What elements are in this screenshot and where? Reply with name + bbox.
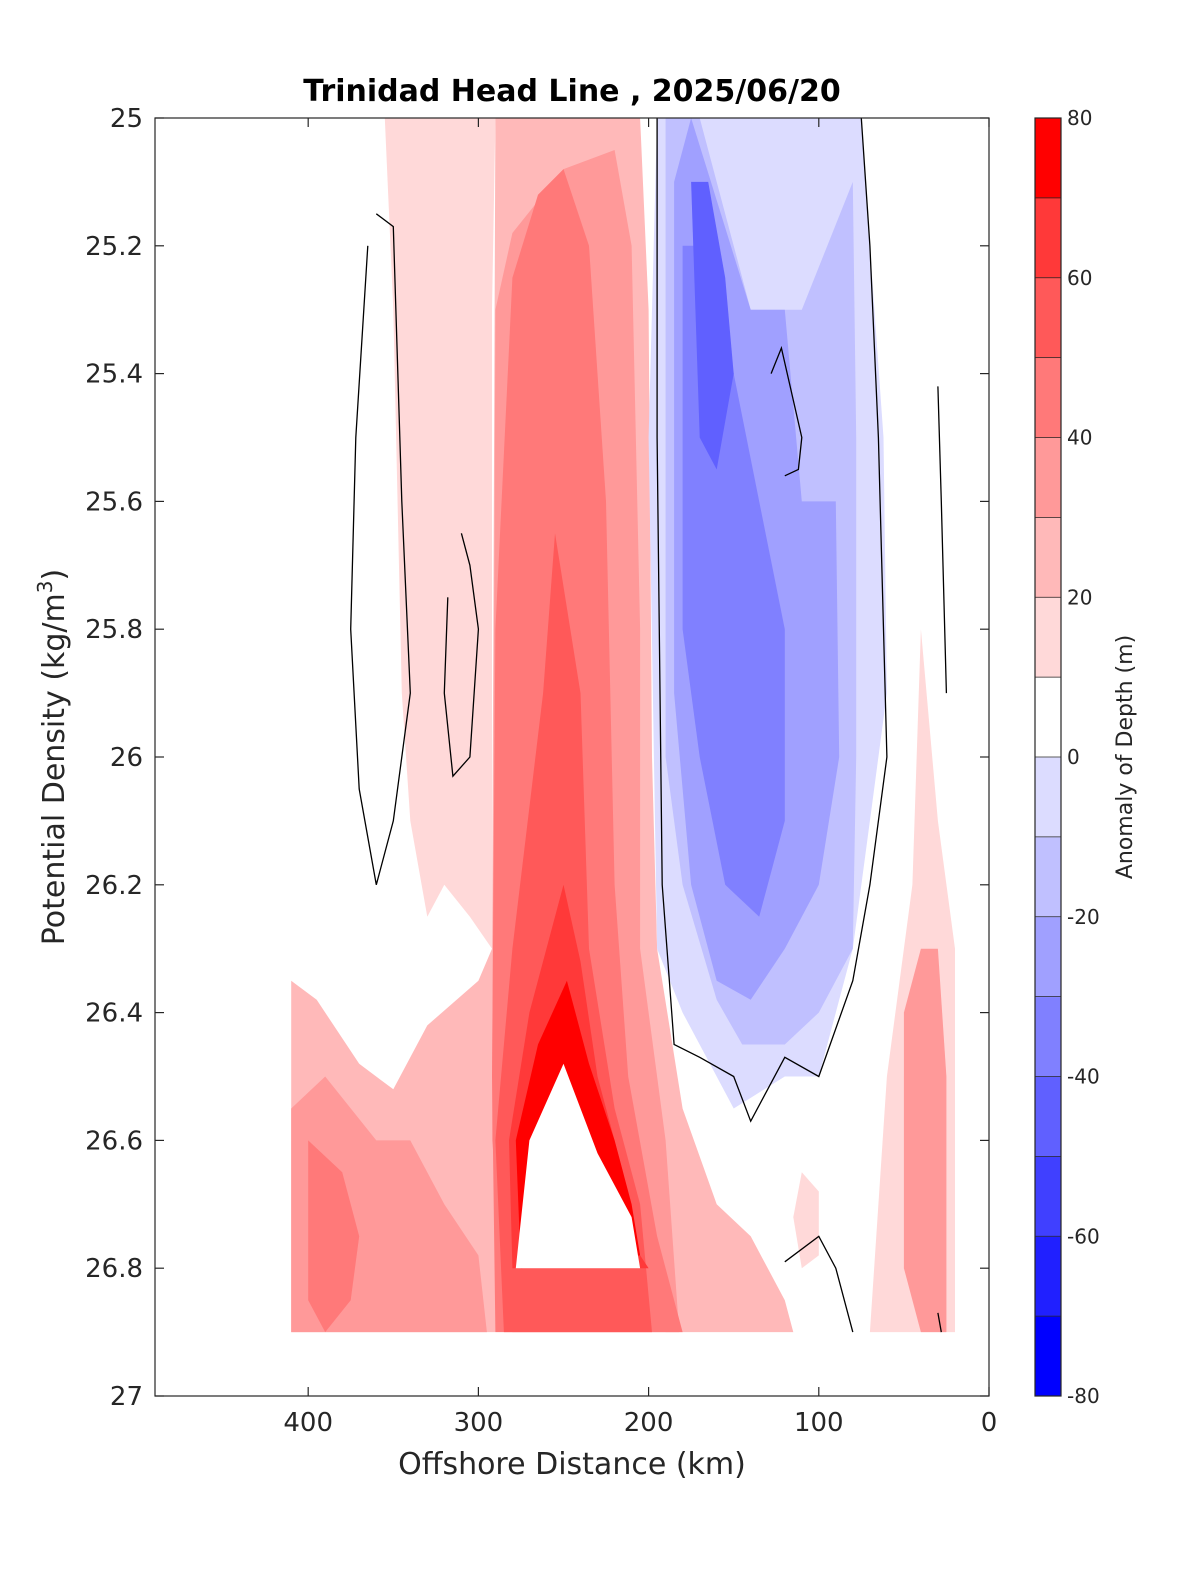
y-axis-label-close: )	[37, 569, 72, 581]
colorbar-tick-label: -40	[1067, 1065, 1100, 1089]
x-tick-label: 200	[624, 1408, 674, 1438]
colorbar-tick-label: -80	[1067, 1384, 1100, 1408]
colorbar-frame	[1034, 117, 1062, 1397]
colorbar-segment	[1035, 597, 1061, 678]
colorbar-tick-label: -60	[1067, 1224, 1100, 1248]
zero-contour-line-3	[770, 345, 803, 477]
y-axis-label-superscript: 3	[33, 580, 57, 593]
contour-region-cold-50	[691, 181, 734, 470]
y-tick-label: 25.8	[85, 615, 143, 645]
zero-contour-line-1	[443, 533, 480, 778]
colorbar-segment	[1035, 836, 1061, 918]
y-tick-label: 26.2	[85, 871, 143, 901]
colorbar-segment	[1035, 517, 1061, 598]
colorbar-segment	[1035, 118, 1061, 199]
colorbar-tick-label: 40	[1067, 426, 1092, 450]
x-tick-label: 100	[794, 1408, 844, 1438]
colorbar-segment	[1035, 1156, 1061, 1237]
zero-contour-line-5	[784, 1235, 854, 1333]
colorbar-segment	[1035, 1076, 1061, 1157]
y-tick-label: 26.6	[85, 1126, 143, 1156]
x-axis: 400 300 200 100 0	[283, 118, 997, 1438]
colorbar-segment	[1035, 357, 1061, 438]
x-tick-label: 0	[981, 1408, 998, 1438]
colorbar-segment	[1035, 1316, 1061, 1397]
colorbar-segment	[1035, 916, 1061, 998]
zero-contour-line-0	[350, 213, 411, 885]
y-axis-label-main: Potential Density (kg/m	[37, 593, 72, 945]
chart-title: Trinidad Head Line , 2025/06/20	[303, 74, 840, 109]
colorbar-segment	[1035, 757, 1061, 838]
contour-region-warm-outer-band	[291, 118, 496, 949]
colorbar-tick-label: 80	[1067, 106, 1092, 130]
contour-region-warm-deep-west-40	[308, 1140, 360, 1333]
zero-contour-line-6	[937, 1312, 942, 1333]
x-tick-label: 300	[454, 1408, 504, 1438]
x-tick-label: 400	[283, 1408, 333, 1438]
y-tick-label: 26	[110, 743, 143, 773]
y-axis: 25 25.2 25.4 25.6 25.8 26 26.2 26.4 26.6 26.8 27	[85, 104, 989, 1412]
contour-fill-layer	[291, 118, 955, 1333]
colorbar-tick-label: 0	[1067, 745, 1080, 769]
colorbar-tick-label: 20	[1067, 585, 1092, 609]
colorbar-tick-label: -20	[1067, 905, 1100, 929]
colorbar-segment	[1035, 1236, 1061, 1317]
contour-region-warm-core-80	[515, 1063, 641, 1269]
y-tick-label: 26.4	[85, 999, 143, 1029]
colorbar-segment	[1035, 996, 1061, 1077]
y-tick-label: 25.4	[85, 360, 143, 390]
colorbar-segment	[1035, 677, 1061, 758]
colorbar-segment	[1035, 197, 1061, 279]
colorbar-segment	[1035, 437, 1061, 518]
contour-region-warm-small	[793, 1172, 819, 1269]
y-axis-label: Potential Density (kg/m3)	[33, 569, 72, 945]
zero-contour-line-4	[937, 386, 948, 694]
contour-line-layer	[350, 118, 948, 1333]
colorbar-segment	[1035, 277, 1061, 359]
y-tick-label: 26.8	[85, 1254, 143, 1284]
zero-contour-line-2	[656, 118, 888, 1123]
colorbar-label: Anomaly of Depth (m)	[1113, 635, 1138, 879]
y-tick-label: 25	[110, 104, 143, 134]
y-tick-label: 25.6	[85, 487, 143, 517]
x-axis-label: Offshore Distance (km)	[398, 1447, 746, 1482]
y-tick-label: 25.2	[85, 232, 143, 262]
colorbar: 80 60 40 20 0 -20 -40 -60 -80	[1034, 106, 1100, 1408]
contour-region-warm-near-coast-30	[903, 948, 947, 1333]
y-tick-label: 27	[110, 1382, 143, 1412]
colorbar-tick-label: 60	[1067, 266, 1092, 290]
